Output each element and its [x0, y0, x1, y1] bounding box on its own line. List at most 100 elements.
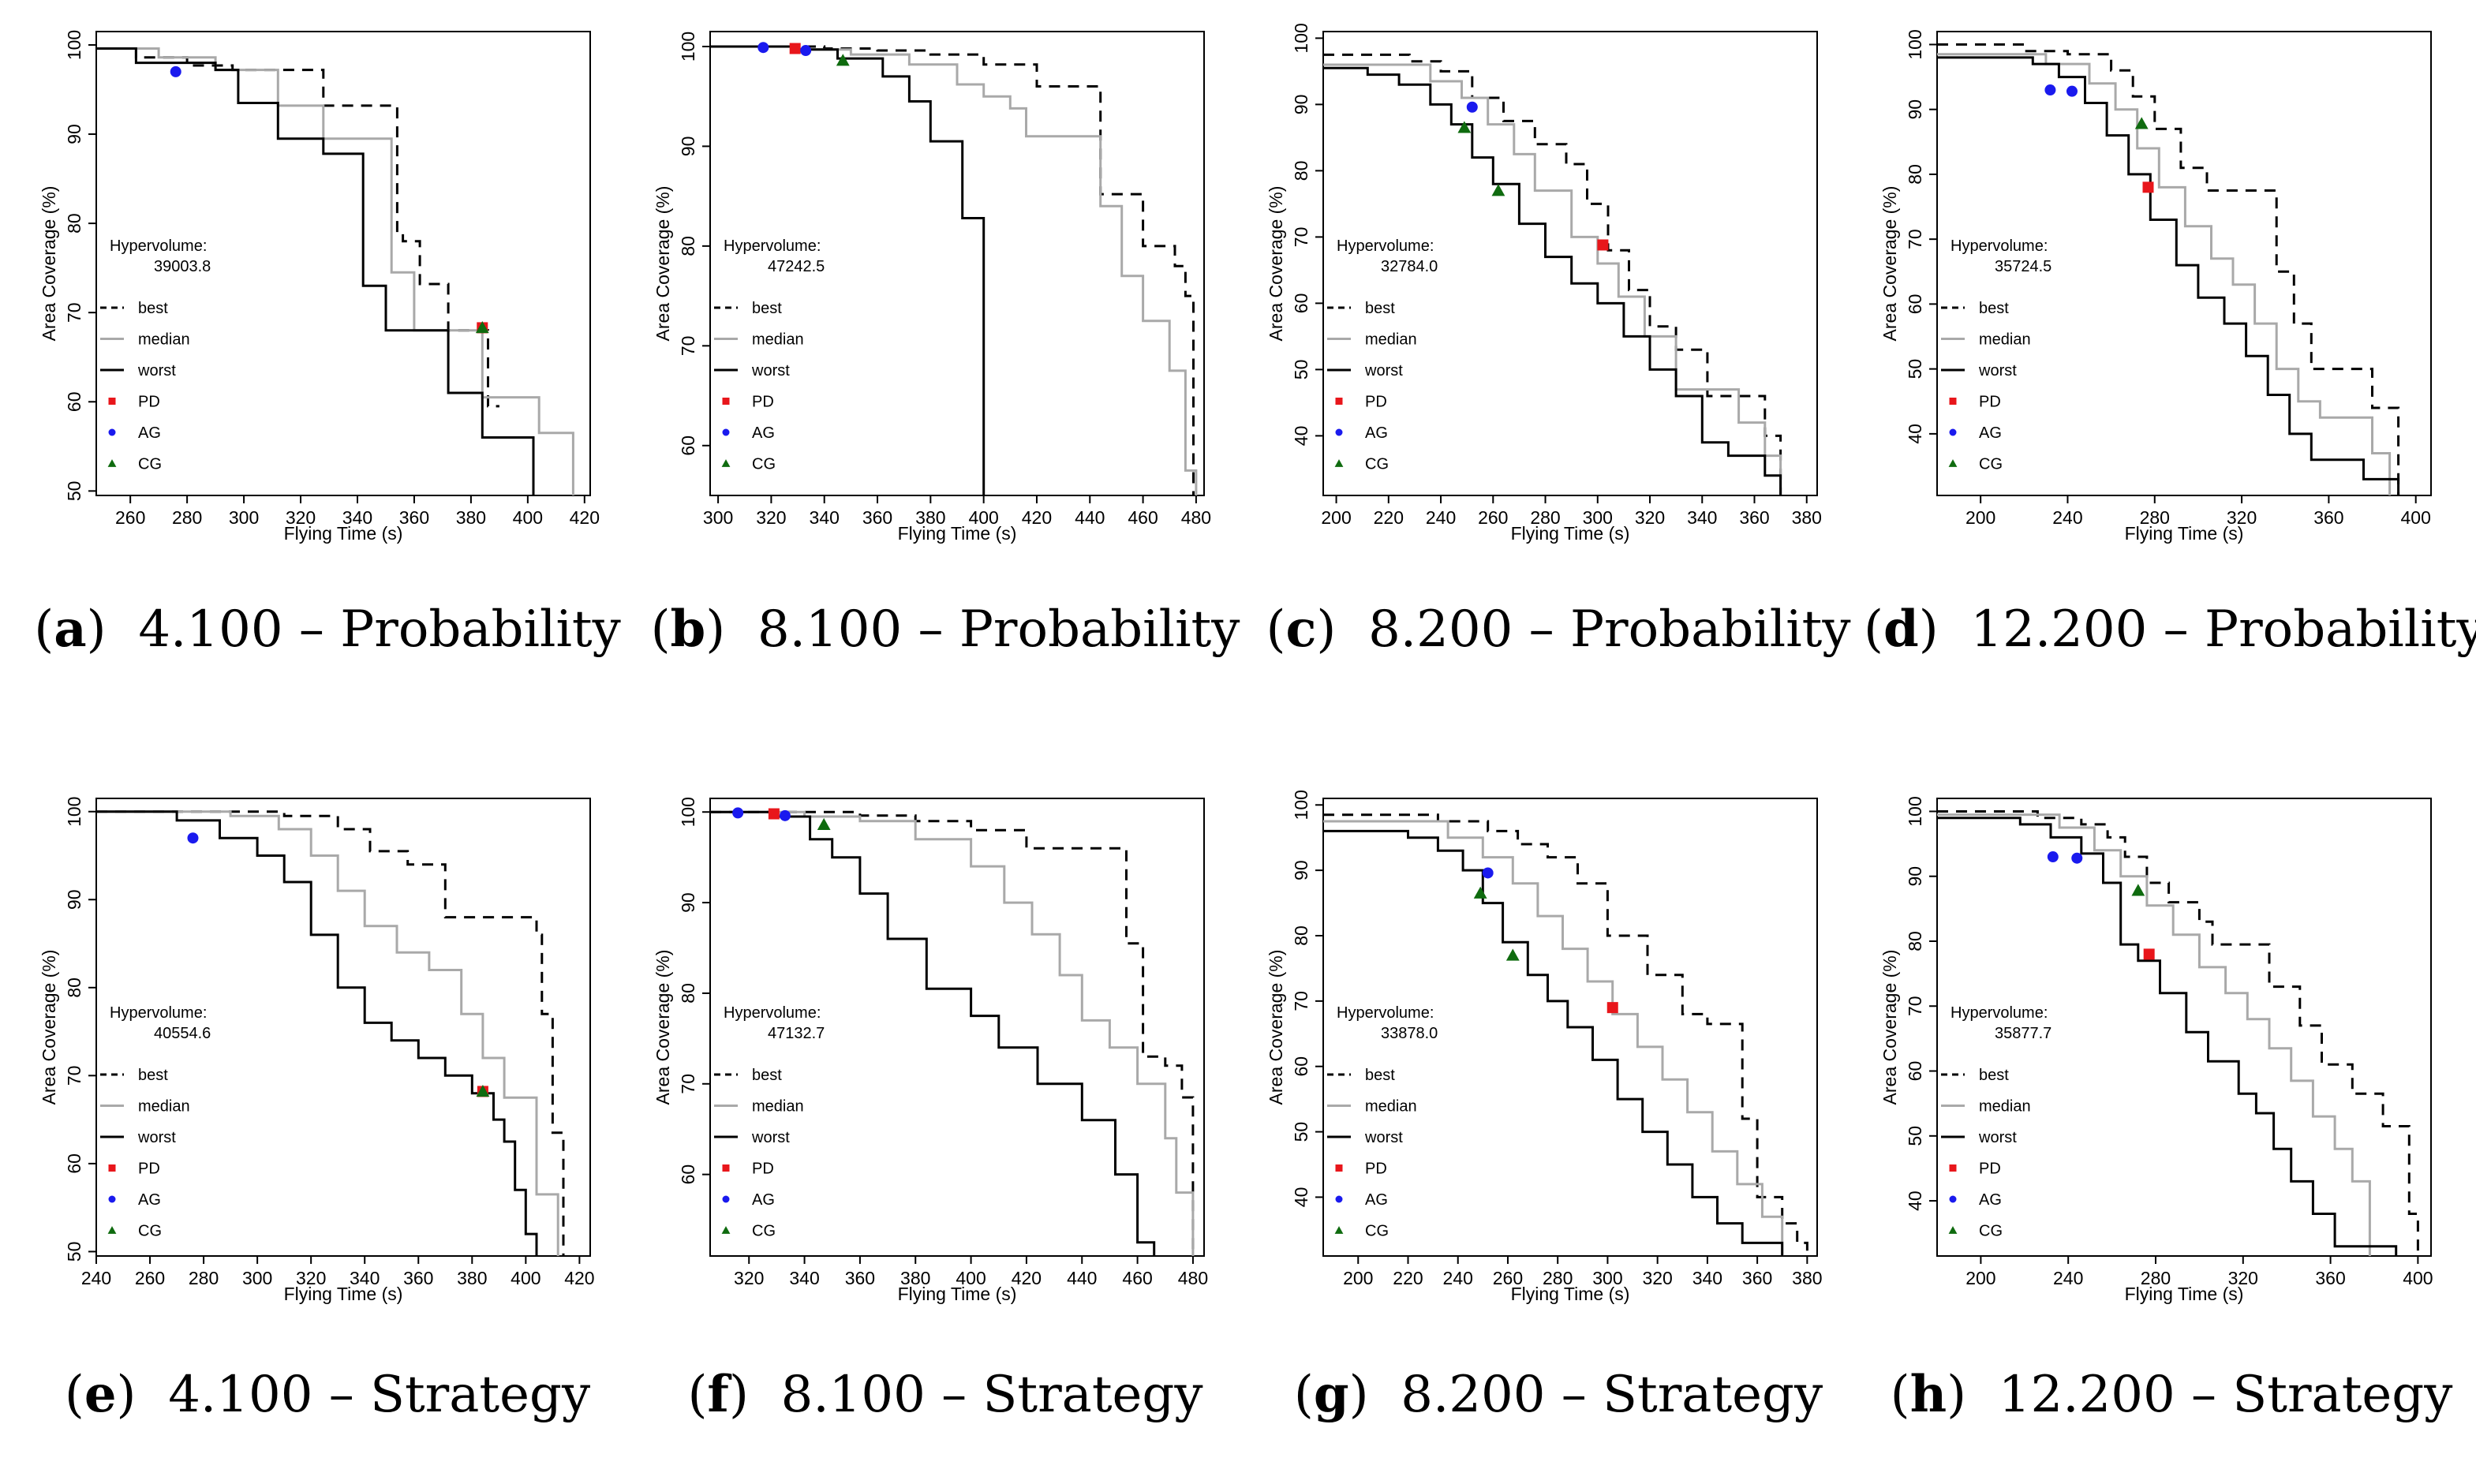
series-line-best — [1937, 43, 2400, 495]
legend-swatch-ag — [1949, 1195, 1957, 1203]
x-tick-label: 340 — [342, 507, 372, 528]
series-line-median — [710, 810, 1195, 1256]
marker-ag — [732, 807, 744, 819]
y-tick-label: 40 — [1291, 1187, 1311, 1208]
marker-cg — [1505, 948, 1520, 961]
series-line-best — [96, 810, 565, 1256]
y-tick-label: 90 — [678, 892, 698, 913]
legend-label-pd: PD — [1365, 1161, 1387, 1178]
caption-text: 8.100 – Strategy — [780, 1366, 1203, 1424]
marker-cg — [2131, 884, 2145, 896]
plot-frame — [709, 31, 1205, 496]
y-axis-label: Area Coverage (%) — [1879, 186, 1900, 342]
x-tick-label: 360 — [2315, 1268, 2345, 1288]
series-line-best — [710, 810, 1195, 1256]
x-tick-label: 300 — [703, 507, 733, 528]
legend-label-median: median — [138, 331, 190, 349]
series-line-median — [710, 45, 1198, 495]
legend-label-pd: PD — [752, 1161, 774, 1178]
series-group — [96, 810, 565, 1256]
legend-label-cg: CG — [752, 1223, 776, 1240]
y-tick-label: 100 — [64, 797, 84, 827]
caption-text: 4.100 – Probability — [138, 600, 621, 659]
legend-swatch-cg — [1948, 459, 1958, 467]
marker-ag — [2066, 85, 2078, 97]
y-tick-label: 80 — [64, 977, 84, 998]
series-line-best — [1323, 813, 1808, 1256]
legend-swatch-cg — [1334, 459, 1344, 467]
legend-swatch-cg — [721, 459, 731, 467]
y-tick-label: 60 — [678, 435, 698, 456]
marker-ag — [757, 42, 769, 54]
marker-ag — [800, 45, 812, 57]
y-tick-label: 80 — [1291, 161, 1311, 181]
hypervolume-label: Hypervolume: — [110, 1004, 207, 1022]
hypervolume-value: 39003.8 — [154, 258, 211, 275]
marker-cg — [1491, 184, 1505, 196]
caption-open-paren: ( — [687, 1366, 708, 1424]
legend-label-cg: CG — [1365, 1223, 1389, 1240]
legend-label-median: median — [1365, 331, 1417, 349]
y-tick-label: 90 — [1291, 860, 1311, 880]
x-tick-label: 460 — [1122, 1268, 1152, 1288]
legend-label-cg: CG — [1365, 456, 1389, 473]
y-tick-label: 70 — [64, 302, 84, 323]
series-line-worst — [1937, 817, 2398, 1256]
y-tick-label: 100 — [1291, 790, 1311, 820]
y-axis-label: Area Coverage (%) — [1266, 186, 1286, 342]
y-axis-label: Area Coverage (%) — [39, 950, 59, 1105]
y-tick-label: 40 — [1905, 424, 1925, 444]
subfigure-caption: (e) 4.100 – Strategy — [20, 1365, 635, 1424]
legend-label-ag: AG — [138, 424, 161, 442]
hypervolume-label: Hypervolume: — [1337, 237, 1434, 255]
x-tick-label: 260 — [115, 507, 145, 528]
marker-ag — [2047, 851, 2059, 863]
series-line-median — [1323, 63, 1782, 495]
series-line-median — [96, 47, 574, 495]
subfigure-caption: (c) 8.200 – Probability — [1251, 600, 1866, 659]
caption-close-paren: ) — [1918, 600, 1971, 659]
marker-cg — [476, 1085, 490, 1097]
series-group — [1937, 810, 2419, 1256]
caption-text: 12.200 – Probability — [1970, 600, 2476, 659]
legend-swatch-ag — [1335, 1195, 1343, 1203]
subfigure-caption: (g) 8.200 – Strategy — [1251, 1365, 1866, 1424]
legend-label-best: best — [1979, 1067, 2009, 1084]
x-axis-label: Flying Time (s) — [284, 523, 403, 544]
y-tick-label: 100 — [1291, 23, 1311, 53]
x-tick-label: 440 — [1067, 1268, 1097, 1288]
plot-frame — [1936, 798, 2432, 1257]
panel-f: 320 340 360 380 400 420 440 460 480 60 70 80 90 100 Fl… — [653, 797, 1208, 1304]
hypervolume-label: Hypervolume: — [724, 237, 821, 255]
caption-close-paren: ) — [1348, 1366, 1401, 1424]
y-tick-label: 100 — [64, 30, 84, 60]
legend-swatch-pd — [1335, 398, 1343, 405]
caption-open-paren: ( — [64, 1366, 84, 1424]
y-tick-label: 80 — [64, 213, 84, 234]
caption-text: 12.200 – Strategy — [1998, 1366, 2453, 1424]
panel-e: 240 260 280 300 320 340 360 380 400 420 50 60 70 80 90… — [39, 797, 595, 1304]
caption-text: 8.100 – Probability — [757, 600, 1240, 659]
y-tick-label: 70 — [1291, 227, 1311, 248]
x-tick-label: 240 — [2052, 507, 2082, 528]
x-tick-label: 300 — [1583, 507, 1613, 528]
x-tick-label: 400 — [956, 1268, 986, 1288]
y-tick-label: 60 — [64, 391, 84, 412]
x-tick-label: 420 — [564, 1268, 594, 1288]
caption-panel-letter: d — [1883, 600, 1919, 659]
series-group — [96, 47, 574, 495]
marker-ag — [2071, 852, 2083, 864]
x-tick-label: 200 — [1965, 507, 1995, 528]
plot-frame — [95, 798, 591, 1257]
series-group — [710, 807, 1195, 1256]
legend-label-ag: AG — [1979, 424, 2002, 442]
series-line-best — [1323, 53, 1782, 495]
y-axis-label: Area Coverage (%) — [1879, 950, 1900, 1105]
hypervolume-value: 35724.5 — [1995, 258, 2051, 275]
x-tick-label: 200 — [1343, 1268, 1373, 1288]
marker-pd — [2143, 948, 2155, 960]
series-group — [1323, 53, 1782, 495]
marker-cg — [1457, 121, 1472, 133]
y-tick-label: 90 — [1291, 95, 1311, 115]
legend-swatch-ag — [108, 1195, 116, 1203]
